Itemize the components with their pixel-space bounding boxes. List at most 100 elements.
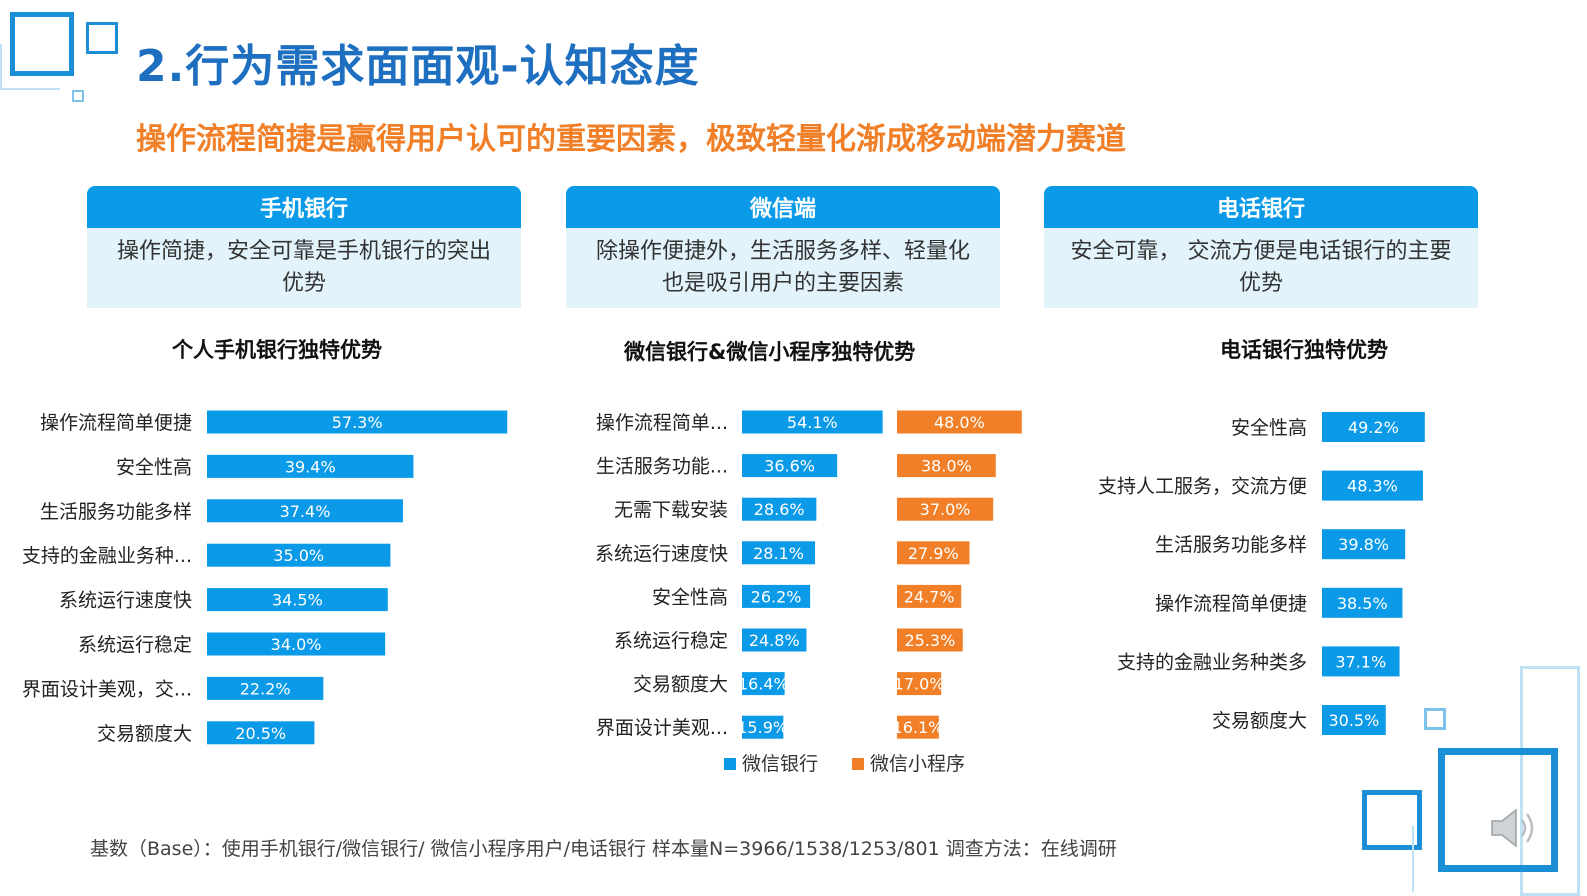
bar [207, 588, 388, 612]
category-label: 安全性高 [652, 586, 728, 608]
value-label: 36.6% [764, 457, 815, 476]
category-label: 界面设计美观，交... [22, 678, 192, 700]
value-label: 16.4% [738, 675, 789, 694]
decor-square-right-mid [1362, 790, 1422, 850]
value-label: 49.2% [1348, 418, 1399, 437]
category-label: 无需下载安装 [614, 499, 728, 521]
bar [742, 454, 838, 478]
panel-body-line: 除操作便捷外，生活服务多样、轻量化 [595, 239, 970, 264]
category-label: 生活服务功能多样 [40, 501, 192, 523]
chart-mobile-banking: 操作流程简单便捷 57.3% 安全性高 39.4% 生活服务功能多样 37.4% 支持的金融… [22, 410, 508, 745]
bar [207, 543, 391, 567]
value-label: 24.7% [904, 587, 955, 606]
category-label: 安全性高 [116, 456, 192, 478]
decor-square-large [10, 12, 74, 76]
value-label: 15.9% [737, 718, 788, 737]
panel-body-line: 优势 [281, 271, 326, 296]
category-label: 支持人工服务，交流方便 [1098, 476, 1307, 498]
bar [207, 410, 508, 434]
value-label: 26.2% [751, 587, 802, 606]
value-label: 25.3% [904, 631, 955, 650]
value-label: 28.6% [754, 500, 805, 519]
bar [1322, 412, 1425, 442]
bar [1322, 705, 1386, 735]
bar [742, 715, 784, 739]
speaker-icon[interactable] [1488, 806, 1544, 850]
legend-label: 微信银行 [742, 753, 818, 775]
value-label: 39.8% [1338, 535, 1389, 554]
bar [207, 454, 414, 478]
legend-label: 微信小程序 [870, 753, 965, 775]
decor-square-tiny [72, 90, 84, 102]
value-label: 57.3% [332, 413, 383, 432]
value-label: 28.1% [753, 544, 804, 563]
legend-swatch [852, 758, 864, 770]
category-label: 支持的金融业务种类多 [1117, 651, 1307, 673]
value-label: 48.0% [934, 413, 985, 432]
bar [207, 499, 403, 523]
decor-line [0, 44, 60, 90]
value-label: 37.4% [280, 502, 331, 521]
panel-body: 操作简捷，安全可靠是手机银行的突出 优势 [87, 228, 521, 308]
value-label: 38.5% [1337, 594, 1388, 613]
panel-head: 微信端 [566, 186, 1000, 228]
value-label: 34.5% [272, 591, 323, 610]
category-label: 操作流程简单... [596, 412, 728, 434]
panel-head: 电话银行 [1044, 186, 1478, 228]
value-label: 24.8% [749, 631, 800, 650]
value-label: 22.2% [240, 679, 291, 698]
category-label: 系统运行速度快 [59, 590, 192, 612]
bar [742, 584, 811, 608]
chart-title-mobile: 个人手机银行独特优势 [172, 338, 382, 362]
category-label: 交易额度大 [97, 723, 192, 745]
bar [742, 410, 883, 434]
bar [897, 672, 942, 696]
value-label: 37.1% [1335, 652, 1386, 671]
bar [1322, 470, 1423, 501]
category-label: 交易额度大 [633, 674, 728, 696]
category-label: 操作流程简单便捷 [1155, 593, 1307, 615]
category-label: 交易额度大 [1212, 710, 1307, 732]
panel-body-line: 也是吸引用户的主要因素 [661, 271, 904, 296]
value-label: 37.0% [920, 500, 971, 519]
value-label: 35.0% [273, 546, 324, 565]
value-label: 30.5% [1328, 711, 1379, 730]
page-subtitle: 操作流程简捷是赢得用户认可的重要因素，极致轻量化渐成移动端潜力赛道 [136, 122, 1126, 157]
panel-body-line: 安全可靠， 交流方便是电话银行的主要 [1070, 239, 1452, 264]
category-label: 生活服务功能多样 [1155, 534, 1307, 556]
value-label: 39.4% [285, 457, 336, 476]
decor-line-right [1412, 826, 1432, 892]
category-label: 生活服务功能... [596, 456, 728, 478]
panel-body-line: 操作简捷，安全可靠是手机银行的突出 [116, 239, 491, 264]
chart-title-phone: 电话银行独特优势 [1220, 338, 1388, 362]
bar [897, 715, 939, 739]
value-label: 34.0% [271, 635, 322, 654]
value-label: 48.3% [1347, 477, 1398, 496]
value-label: 17.0% [894, 675, 945, 694]
bar [1322, 587, 1403, 618]
chart-wechat: 操作流程简单... 54.1% 48.0% 生活服务功能... 36.6% 38.0% 无需… [595, 410, 1022, 775]
panel-phone-banking: 电话银行 安全可靠， 交流方便是电话银行的主要 优势 [1044, 186, 1478, 308]
bar [897, 497, 994, 521]
bar [742, 541, 816, 565]
panel-body: 除操作便捷外，生活服务多样、轻量化 也是吸引用户的主要因素 [566, 228, 1000, 308]
panel-mobile-banking: 手机银行 操作简捷，安全可靠是手机银行的突出 优势 [87, 186, 521, 308]
decor-square-right-large [1438, 748, 1558, 872]
footer-note: 基数（Base）：使用手机银行/微信银行/ 微信小程序用户/电话银行 样本量N=… [90, 838, 1117, 860]
legend-swatch [724, 758, 736, 770]
chart-title-wechat: 微信银行&微信小程序独特优势 [624, 340, 916, 364]
bar [742, 497, 817, 521]
category-label: 系统运行稳定 [78, 634, 192, 656]
bar [207, 632, 386, 656]
bar [1322, 529, 1406, 560]
decor-square-right-small [1424, 708, 1446, 730]
bar [207, 721, 315, 745]
category-label: 操作流程简单便捷 [40, 412, 192, 434]
bar [742, 628, 807, 652]
bar [207, 676, 324, 700]
panel-body: 安全可靠， 交流方便是电话银行的主要 优势 [1044, 228, 1478, 308]
chart-phone-banking: 安全性高 49.2% 支持人工服务，交流方便 48.3% 生活服务功能多样 39.8% 操作… [1098, 412, 1425, 735]
value-label: 27.9% [908, 544, 959, 563]
category-label: 系统运行稳定 [614, 630, 728, 652]
bar [897, 454, 996, 478]
